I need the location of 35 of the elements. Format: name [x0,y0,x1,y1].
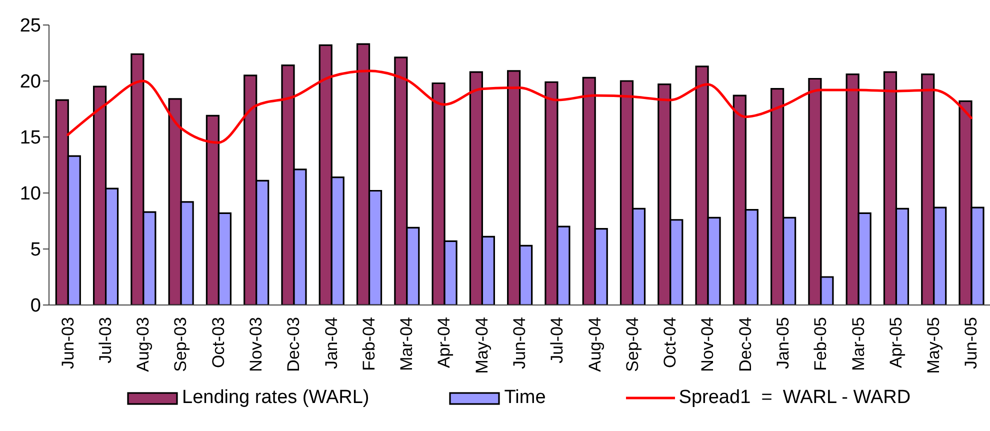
x-tick-label: Apr-04 [434,317,454,368]
x-tick-label: Nov-03 [246,317,266,372]
x-tick-label: Jun-05 [962,317,981,369]
x-tick-label: Jul-03 [96,317,115,364]
x-tick-label: Jun-04 [510,317,529,369]
y-tick-label: 25 [20,16,41,37]
x-tick-label: Mar-05 [848,317,868,371]
x-tick-label: Jan-05 [773,317,792,369]
x-tick-label: Dec-04 [736,317,755,372]
line-series [66,70,972,144]
y-tick-label: 10 [20,184,41,205]
x-tick-label: Mar-04 [397,317,416,371]
y-tick-label: 5 [30,240,41,261]
x-tick-label: Sep-03 [171,317,190,372]
x-tick-label: May-04 [472,317,492,374]
x-tick-label: Apr-05 [886,317,906,368]
x-tick-label: May-05 [924,317,944,374]
x-tick-label: Jul-04 [548,317,567,364]
y-tick-label: 0 [30,296,41,317]
legend-label: Time [504,387,546,409]
y-tick-label: 15 [20,128,41,149]
x-tick-label: Oct-04 [660,317,680,368]
x-tick-label: Jun-03 [58,317,78,369]
legend-label: Lending rates (WARL) [182,387,370,409]
x-tick-label: Jan-04 [322,317,341,369]
x-tick-label: Sep-04 [622,317,642,372]
x-tick-label: Dec-03 [284,317,304,372]
legend-label: Spread1 = WARL - WARD [678,387,911,409]
x-tick-label: Nov-04 [698,317,718,372]
y-tick-label: 20 [20,72,41,93]
x-tick-label: Aug-04 [585,317,604,372]
x-tick-label: Feb-04 [359,317,378,371]
x-tick-label: Oct-03 [208,317,228,368]
x-tick-label: Aug-03 [134,317,153,372]
x-tick-label: Feb-05 [811,317,830,371]
